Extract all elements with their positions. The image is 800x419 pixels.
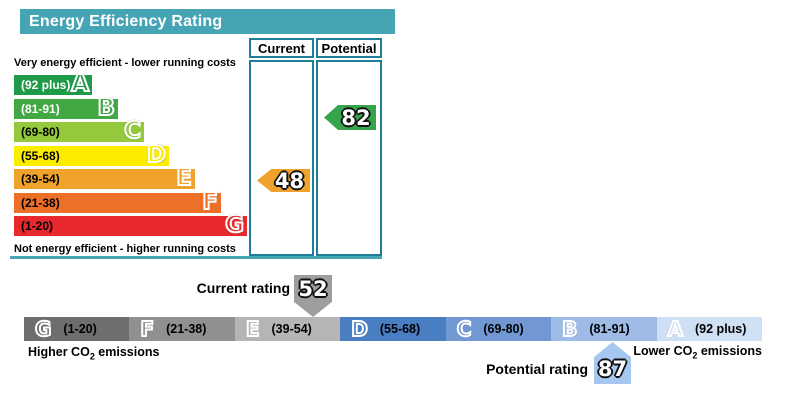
- current-rating-arrow: 48: [257, 169, 310, 192]
- band-letter: E: [175, 164, 193, 192]
- band-row-B: (81-91) B: [14, 94, 118, 122]
- co2-segment-letter: F: [139, 316, 155, 342]
- co2-segment-range: (81-91): [589, 322, 630, 336]
- current-rating-marker-value: 52: [298, 277, 328, 301]
- higher-co2-prefix: Higher CO: [28, 345, 90, 359]
- co2-segment-letter: B: [561, 316, 578, 342]
- co2-scale-bar: G (1-20) F (21-38) E (39-54) D (55-68) C (69-80) B…: [24, 316, 762, 342]
- co2-segment-letter: E: [245, 316, 261, 342]
- co2-segment-C: C (69-80): [445, 316, 552, 342]
- co2-segment-letter: D: [350, 316, 369, 342]
- higher-co2-suffix: emissions: [94, 345, 160, 359]
- band-row-D: (55-68) D: [14, 141, 169, 169]
- co2-segment-range: (55-68): [379, 322, 421, 336]
- co2-segment-A: A (92 plus): [656, 316, 762, 342]
- band-range-label: (1-20): [21, 219, 54, 233]
- potential-column-label: Potential: [321, 40, 377, 56]
- page-title: Energy Efficiency Rating: [29, 12, 223, 30]
- top-caption: Very energy efficient - lower running co…: [14, 57, 236, 69]
- current-column-body: [249, 60, 314, 256]
- co2-segment-range: (1-20): [63, 322, 97, 336]
- potential-rating-marker: 87: [594, 342, 631, 384]
- co2-segment-D: D (55-68): [340, 316, 446, 342]
- co2-segment-range: (92 plus): [695, 322, 747, 336]
- co2-segment-letter: C: [456, 316, 473, 342]
- current-rating-marker: 52: [294, 275, 332, 317]
- co2-segment-range: (21-38): [166, 322, 207, 336]
- band-letter: C: [123, 117, 142, 145]
- band-row-G: (1-20) G: [14, 211, 247, 239]
- co2-segment-F: F (21-38): [129, 316, 235, 342]
- co2-segment-range: (69-80): [483, 322, 524, 336]
- band-letter: A: [70, 70, 90, 98]
- lower-co2-subscript: 2: [692, 350, 698, 361]
- band-range-label: (81-91): [21, 101, 60, 116]
- band-row-A: (92 plus) A: [14, 70, 92, 98]
- current-column-label: Current: [258, 40, 305, 56]
- potential-rating-marker-label: Potential rating: [486, 361, 588, 377]
- co2-segment-G: G (1-20): [24, 316, 130, 342]
- band-range-label: (55-68): [21, 148, 60, 163]
- potential-column-header: Potential: [316, 38, 382, 58]
- potential-rating-marker-value: 87: [597, 357, 628, 381]
- band-range-label: (69-80): [21, 125, 60, 139]
- band-range-label: (39-54): [21, 172, 60, 186]
- potential-column-body: [316, 60, 382, 256]
- band-letter: G: [224, 211, 245, 239]
- band-letter: B: [96, 94, 115, 122]
- co2-segment-letter: G: [34, 316, 52, 342]
- band-row-C: (69-80) C: [14, 117, 144, 145]
- lower-co2-emissions-label: Lower CO2 emissions: [633, 344, 762, 361]
- band-range-label: (21-38): [21, 195, 60, 210]
- current-rating-value: 48: [274, 168, 305, 193]
- current-rating-marker-label: Current rating: [196, 280, 290, 296]
- band-range-label: (92 plus): [21, 78, 71, 92]
- higher-co2-subscript: 2: [89, 351, 95, 362]
- bottom-caption: Not energy efficient - higher running co…: [14, 243, 236, 255]
- current-column-header: Current: [249, 38, 314, 58]
- band-letter: D: [146, 141, 167, 169]
- co2-segment-E: E (39-54): [234, 316, 341, 342]
- lower-co2-suffix: emissions: [697, 344, 762, 358]
- band-letter: F: [201, 188, 219, 216]
- chart-title-bar: Energy Efficiency Rating: [20, 9, 395, 34]
- co2-segment-letter: A: [666, 316, 684, 342]
- co2-segment-B: B (81-91): [551, 316, 657, 342]
- co2-segment-range: (39-54): [271, 322, 312, 336]
- band-row-F: (21-38) F: [14, 188, 221, 216]
- chart-bottom-border: [10, 256, 382, 259]
- higher-co2-emissions-label: Higher CO2 emissions: [28, 345, 159, 362]
- band-row-E: (39-54) E: [14, 164, 195, 192]
- lower-co2-prefix: Lower CO: [633, 344, 693, 358]
- potential-rating-value: 82: [341, 105, 371, 130]
